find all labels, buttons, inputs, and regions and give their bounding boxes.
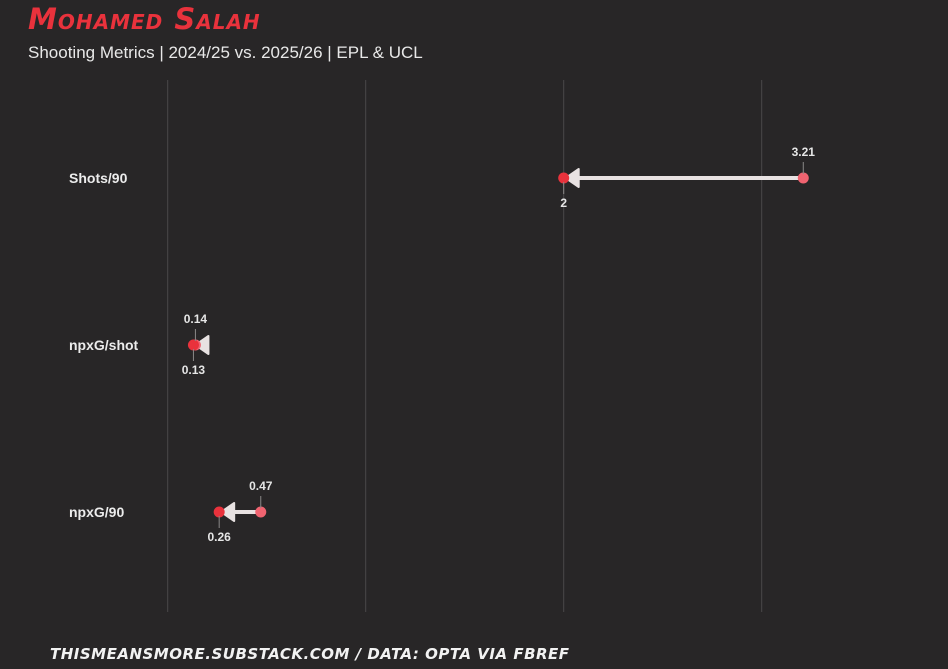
value-label-current: 0.26 (208, 530, 232, 544)
value-label-previous: 3.21 (792, 145, 816, 159)
category-label: Shots/90 (69, 170, 128, 186)
chart-subtitle: Shooting Metrics | 2024/25 vs. 2025/26 |… (28, 43, 423, 62)
chart-title: Mohamed Salah (28, 2, 261, 36)
category-label: npxG/shot (69, 337, 139, 353)
point-current-season (558, 172, 570, 184)
point-previous-season (255, 506, 267, 518)
point-current-season (187, 339, 199, 351)
point-current-season (213, 506, 225, 518)
category-labels: Shots/90 npxG/shot npxG/90 (69, 170, 139, 520)
change-arrow-head (220, 502, 236, 522)
point-previous-season (797, 172, 809, 184)
dumbbell-row: 0.47 0.26 (208, 479, 273, 544)
value-label-current: 0.13 (182, 363, 206, 377)
dumbbell-row: 3.21 2 (558, 145, 815, 210)
source-credit: thismeansmore.substack.com / Data: Opta … (50, 645, 570, 663)
change-arrow-head (194, 335, 210, 355)
gridlines (167, 80, 763, 612)
value-label-current: 2 (560, 196, 567, 210)
value-label-previous: 0.14 (184, 312, 208, 326)
data-marks: 3.21 2 0.14 0.13 0.47 0.26 (182, 145, 816, 544)
category-label: npxG/90 (69, 504, 124, 520)
change-arrow-head (564, 168, 580, 188)
value-label-previous: 0.47 (249, 479, 273, 493)
dumbbell-row: 0.14 0.13 (182, 312, 210, 377)
